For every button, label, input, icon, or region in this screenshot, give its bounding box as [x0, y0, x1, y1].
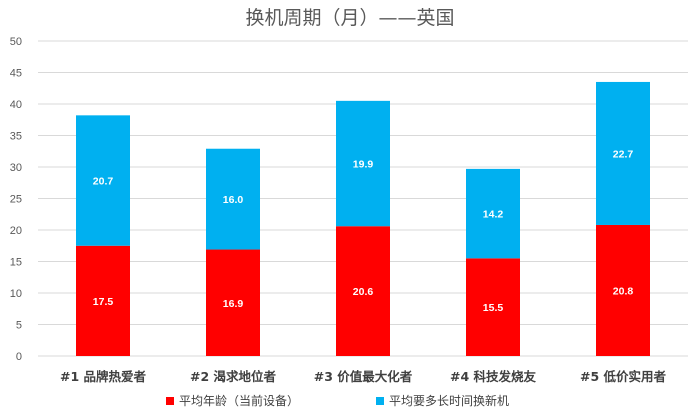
y-tick-label: 0 — [16, 351, 22, 363]
legend-swatch — [166, 397, 174, 405]
bar-segment-2 — [596, 81, 650, 225]
data-label: 17.5 — [93, 296, 114, 308]
y-tick-label: 5 — [16, 320, 22, 332]
bar-segment-1 — [76, 245, 130, 356]
x-category-label: #2 渴求地位者 — [190, 369, 277, 384]
data-label: 22.7 — [613, 148, 634, 160]
y-tick-label: 45 — [10, 68, 22, 80]
bar-segment-2 — [206, 148, 260, 250]
y-axis-ticks: 0 5 10 15 20 25 30 35 40 45 50 — [10, 36, 22, 363]
x-axis-categories: #1 品牌热爱者 #2 渴求地位者 #3 价值最大化者 #4 科技发烧友 #5 低价实用… — [60, 369, 667, 384]
bar-segment-2 — [76, 115, 130, 246]
y-tick-label: 10 — [10, 288, 22, 300]
data-label: 20.8 — [613, 285, 634, 297]
data-label: 19.9 — [353, 159, 374, 171]
y-tick-label: 30 — [10, 162, 22, 174]
bar-segment-1 — [466, 258, 520, 356]
data-label: 16.0 — [223, 194, 244, 206]
bar-segment-1 — [206, 249, 260, 356]
bar-segment-1 — [336, 226, 390, 356]
x-category-label: #5 低价实用者 — [580, 369, 667, 384]
x-category-label: #1 品牌热爱者 — [60, 369, 147, 384]
data-label: 16.9 — [223, 298, 244, 310]
y-tick-label: 15 — [10, 257, 22, 269]
legend-label: 平均年龄（当前设备） — [179, 393, 299, 408]
legend: 平均年龄（当前设备） 平均要多长时间换新机 — [166, 393, 509, 408]
data-label: 14.2 — [483, 209, 504, 221]
chart-title: 换机周期（月）——英国 — [245, 7, 454, 29]
legend-swatch — [376, 397, 384, 405]
data-label: 20.7 — [93, 176, 114, 188]
data-label: 15.5 — [483, 302, 504, 314]
legend-label: 平均要多长时间换新机 — [389, 393, 509, 408]
bars: 17.5 20.7 16.9 16.0 20.6 19.9 15.5 14.2 20.8 22.7 — [76, 81, 650, 356]
y-tick-label: 20 — [10, 225, 22, 237]
y-tick-label: 35 — [10, 131, 22, 143]
bar-segment-1 — [596, 224, 650, 356]
y-tick-label: 50 — [10, 36, 22, 48]
bar-segment-2 — [336, 100, 390, 227]
y-tick-label: 40 — [10, 99, 22, 111]
data-label: 20.6 — [353, 286, 374, 298]
x-category-label: #3 价值最大化者 — [314, 369, 413, 384]
y-tick-label: 25 — [10, 194, 22, 206]
bar-segment-2 — [466, 168, 520, 259]
x-category-label: #4 科技发烧友 — [450, 369, 537, 384]
